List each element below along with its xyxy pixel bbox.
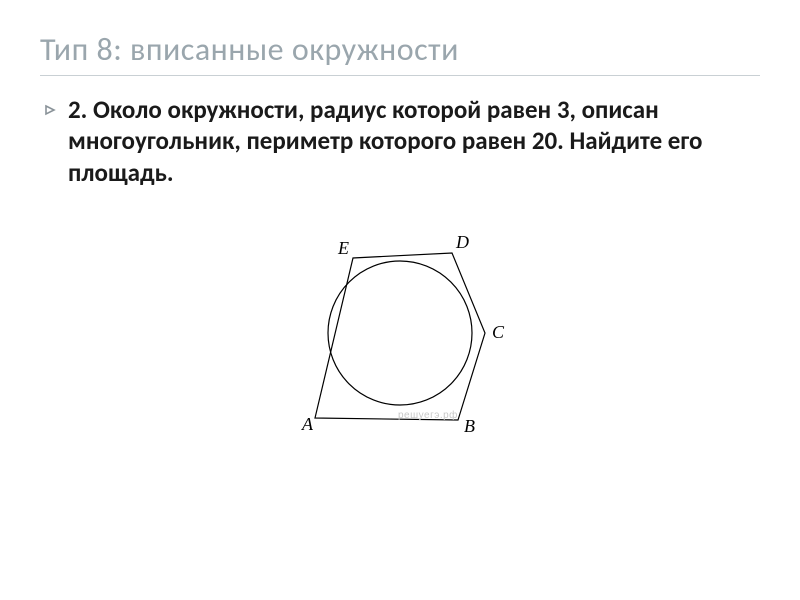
- vertex-label-B: B: [464, 416, 475, 436]
- bullet-chevron-icon: [46, 106, 54, 114]
- vertex-label-A: A: [301, 414, 314, 434]
- watermark-text: решуегэ.рф: [398, 409, 458, 421]
- geometry-figure: A B C D E решуегэ.рф: [40, 218, 760, 438]
- bullet-marker-icon: [44, 104, 56, 116]
- figure-svg: A B C D E решуегэ.рф: [270, 218, 530, 438]
- slide: Тип 8: вписанные окружности 2. Около окр…: [0, 0, 800, 600]
- vertex-label-C: C: [492, 322, 505, 342]
- bullet-row: 2. Около окружности, радиус которой раве…: [40, 94, 760, 188]
- vertex-label-D: D: [455, 232, 469, 252]
- slide-title: Тип 8: вписанные окружности: [40, 30, 760, 69]
- problem-text: 2. Около окружности, радиус которой раве…: [68, 94, 760, 188]
- title-underline: [40, 75, 760, 76]
- vertex-label-E: E: [337, 238, 349, 258]
